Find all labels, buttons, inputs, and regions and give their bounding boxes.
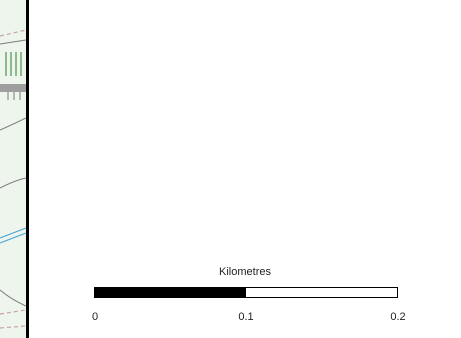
scalebar-label-0-1: 0.1: [238, 311, 254, 323]
map-fragment[interactable]: [0, 0, 26, 338]
road-outline: [0, 177, 26, 189]
scalebar: [94, 287, 398, 298]
map-features: [0, 29, 26, 329]
road-outline: [0, 39, 26, 45]
building-hatching: [7, 92, 21, 100]
scalebar-segment-black: [95, 288, 246, 297]
map-frame-border: [26, 0, 29, 338]
boundary-line: [0, 29, 26, 37]
boundary-line: [0, 325, 26, 329]
scalebar-label-0: 0: [91, 311, 99, 323]
water-channel: [0, 227, 26, 239]
vegetation-hatching: [5, 52, 22, 76]
road-outline: [0, 117, 26, 131]
road-outline: [0, 289, 26, 307]
boundary-line: [0, 309, 26, 315]
water-channel: [0, 232, 26, 244]
scalebar-title: Kilometres: [219, 266, 271, 278]
building-block: [0, 84, 26, 92]
scalebar-label-0-2: 0.2: [390, 311, 406, 323]
